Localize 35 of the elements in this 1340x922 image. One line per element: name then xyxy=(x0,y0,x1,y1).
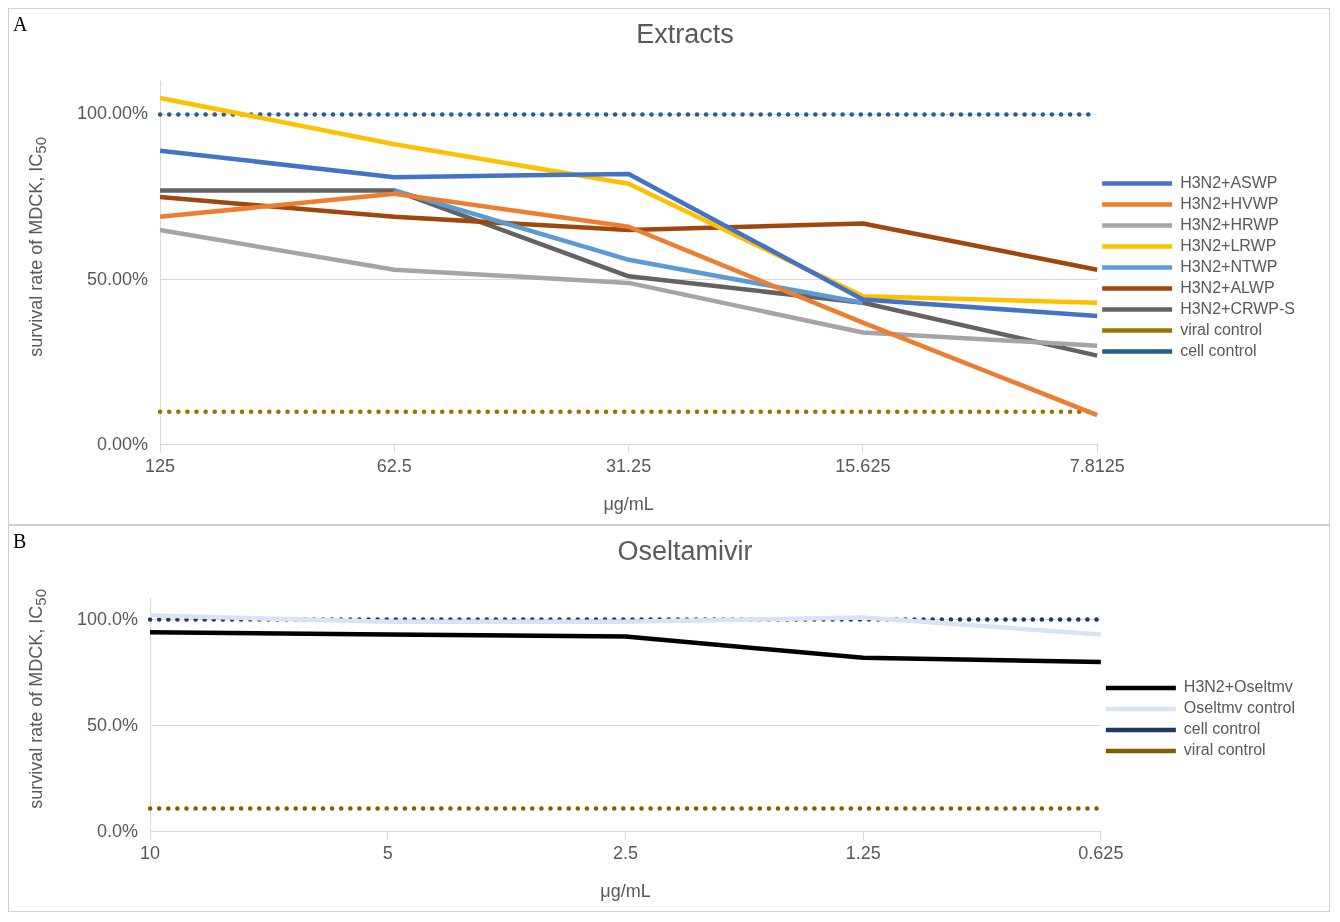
y-tick-label: 100.0% xyxy=(76,608,139,629)
chart-title: Oseltamivir xyxy=(617,535,753,566)
x-axis-title: μg/mL xyxy=(603,494,654,515)
legend-label: H3N2+LRWP xyxy=(1180,236,1277,254)
y-tick-label: 0.0% xyxy=(97,820,139,841)
x-tick-label: 0.625 xyxy=(1078,842,1124,863)
x-tick-label: 125 xyxy=(145,455,176,476)
legend-label: H3N2+HRWP xyxy=(1180,215,1279,233)
y-tick-label: 100.00% xyxy=(77,103,149,124)
x-axis-title: μg/mL xyxy=(600,881,651,902)
legend-label: viral control xyxy=(1180,320,1262,338)
x-tick-label: 7.8125 xyxy=(1069,455,1125,476)
x-tick-label: 15.625 xyxy=(835,455,891,476)
x-tick-label: 31.25 xyxy=(606,455,652,476)
legend-label: H3N2+ALWP xyxy=(1180,278,1275,296)
chart-title: Extracts xyxy=(636,18,734,49)
text: A xyxy=(13,13,28,36)
x-tick-label: 10 xyxy=(140,842,161,863)
x-tick-label: 1.25 xyxy=(845,842,881,863)
text: B xyxy=(13,530,27,553)
legend-label: Oseltmv control xyxy=(1183,699,1295,717)
legend-label: viral control xyxy=(1183,741,1266,759)
x-tick-label: 2.5 xyxy=(612,842,638,863)
legend-label: H3N2+CRWP-S xyxy=(1180,299,1295,317)
x-tick-label: 5 xyxy=(382,842,393,863)
legend-label: cell control xyxy=(1180,341,1257,359)
legend-label: cell control xyxy=(1183,720,1261,738)
legend-label: H3N2+NTWP xyxy=(1180,257,1278,275)
legend-label: H3N2+Oseltmv xyxy=(1183,678,1293,696)
y-tick-label: 50.00% xyxy=(87,268,149,289)
y-tick-label: 0.00% xyxy=(97,433,149,454)
y-tick-label: 50.0% xyxy=(87,714,139,735)
legend-label: H3N2+HVWP xyxy=(1180,194,1279,212)
legend-label: H3N2+ASWP xyxy=(1180,173,1278,191)
x-tick-label: 62.5 xyxy=(376,455,412,476)
